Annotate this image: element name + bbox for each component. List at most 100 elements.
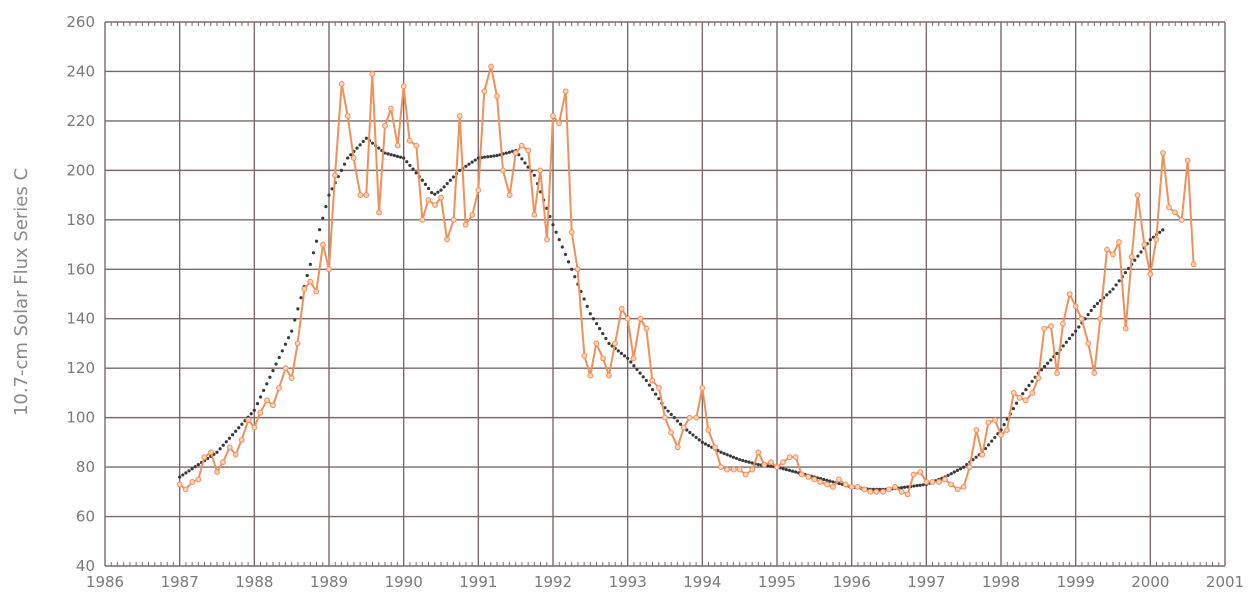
- smoothed-point: [224, 440, 228, 444]
- monthly-point: [898, 488, 905, 495]
- monthly-point: [1022, 397, 1029, 404]
- smoothed-point: [293, 318, 297, 322]
- smoothed-point: [318, 228, 322, 232]
- smoothed-point: [1148, 238, 1152, 242]
- smoothed-point: [822, 477, 826, 482]
- smoothed-point: [1002, 423, 1006, 427]
- smoothed-point: [619, 351, 624, 355]
- monthly-point: [1035, 375, 1042, 381]
- monthly-point: [948, 481, 954, 488]
- monthly-point: [811, 476, 818, 483]
- smoothed-point: [573, 275, 577, 279]
- smoothed-point: [405, 160, 409, 164]
- monthly-point: [350, 155, 357, 161]
- smoothed-point: [741, 458, 745, 463]
- smoothed-point: [1117, 279, 1121, 283]
- smoothed-point: [663, 406, 667, 410]
- smoothed-point: [598, 327, 602, 331]
- monthly-point: [425, 197, 432, 203]
- monthly-point: [624, 315, 631, 322]
- monthly-point: [910, 471, 917, 478]
- y-tick-label: 140: [66, 310, 95, 328]
- smoothed-point: [756, 463, 760, 467]
- monthly-point: [238, 436, 245, 443]
- smoothed-point: [314, 239, 319, 243]
- monthly-point: [494, 93, 500, 100]
- smoothed-point: [426, 186, 431, 191]
- smoothed-point: [626, 356, 630, 360]
- monthly-point: [400, 83, 407, 90]
- monthly-point: [917, 469, 924, 475]
- smoothed-point: [669, 412, 673, 416]
- smoothed-point: [921, 483, 925, 487]
- monthly-point: [1110, 251, 1116, 258]
- smoothed-point: [1086, 313, 1090, 317]
- series-monthly: [176, 63, 1197, 498]
- monthly-point: [556, 120, 562, 127]
- monthly-point: [755, 449, 762, 456]
- monthly-point: [1184, 157, 1191, 164]
- smoothed-point: [1114, 283, 1118, 287]
- smoothed-point: [305, 273, 309, 278]
- smoothed-point: [215, 450, 219, 454]
- monthly-point: [326, 266, 332, 273]
- monthly-point: [232, 451, 239, 458]
- y-tick-label: 120: [66, 359, 95, 377]
- monthly-point: [830, 483, 836, 490]
- smoothed-point: [361, 139, 365, 144]
- smoothed-point: [327, 193, 331, 197]
- monthly-point: [270, 402, 276, 409]
- smoothed-point: [196, 463, 200, 467]
- smoothed-point: [268, 375, 272, 379]
- monthly-point: [294, 340, 301, 347]
- smoothed-point: [190, 467, 194, 471]
- smoothed-point: [277, 355, 281, 360]
- monthly-point: [886, 486, 892, 493]
- smoothed-point: [831, 480, 835, 484]
- monthly-point: [475, 187, 482, 194]
- smoothed-point: [899, 486, 904, 490]
- monthly-point: [432, 202, 438, 208]
- smoothed-point: [467, 162, 471, 166]
- smoothed-point: [694, 435, 698, 440]
- smoothed-point: [784, 467, 788, 472]
- monthly-point: [220, 459, 226, 466]
- monthly-point: [805, 474, 812, 480]
- monthly-point: [562, 88, 569, 95]
- smoothed-point: [747, 460, 751, 464]
- monthly-point: [892, 483, 898, 490]
- smoothed-point: [324, 205, 328, 209]
- smoothed-point: [1039, 368, 1044, 372]
- smoothed-point: [915, 484, 919, 488]
- monthly-point: [674, 444, 681, 451]
- monthly-point: [574, 266, 581, 273]
- smoothed-point: [193, 465, 197, 469]
- smoothed-point: [230, 433, 235, 437]
- smoothed-point: [825, 478, 829, 482]
- smoothed-point: [265, 382, 269, 386]
- y-tick-label: 160: [66, 260, 95, 278]
- smoothed-point: [448, 178, 452, 182]
- monthly-point: [282, 365, 289, 372]
- monthly-point: [544, 236, 550, 243]
- smoothed-point: [252, 408, 256, 412]
- monthly-point: [438, 194, 444, 201]
- smoothed-point: [706, 444, 711, 448]
- smoothed-point: [657, 397, 661, 401]
- monthly-point: [1010, 390, 1017, 396]
- monthly-point: [712, 444, 718, 451]
- monthly-point: [699, 385, 706, 391]
- smoothed-point: [358, 143, 362, 147]
- smoothed-point: [1108, 290, 1112, 294]
- monthly-point: [450, 216, 457, 223]
- smoothed-point: [688, 430, 692, 435]
- monthly-point: [537, 167, 544, 174]
- smoothed-point: [271, 369, 275, 373]
- smoothed-point: [722, 451, 726, 456]
- smoothed-point: [442, 185, 446, 189]
- smoothed-point: [346, 156, 350, 160]
- monthly-point: [1072, 303, 1079, 310]
- monthly-point: [226, 444, 233, 451]
- smoothed-point: [1055, 351, 1059, 355]
